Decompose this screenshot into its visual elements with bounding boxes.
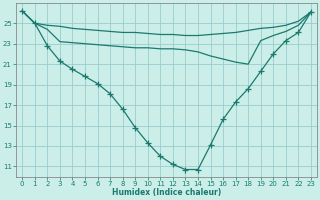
X-axis label: Humidex (Indice chaleur): Humidex (Indice chaleur) [112, 188, 221, 197]
